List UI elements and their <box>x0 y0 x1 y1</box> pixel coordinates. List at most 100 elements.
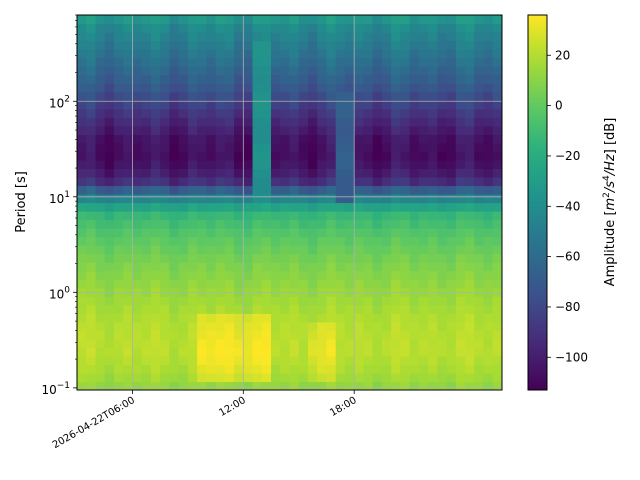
heatmap-cell <box>298 108 309 118</box>
heatmap-cell <box>206 91 217 101</box>
heatmap-cell <box>483 372 494 383</box>
heatmap-cell <box>234 355 244 366</box>
heatmap-cell <box>354 151 365 161</box>
heatmap-cell <box>132 91 143 101</box>
heatmap-cell <box>317 176 328 187</box>
heatmap-cell <box>224 134 235 144</box>
heatmap-cell <box>113 355 124 366</box>
heatmap-cell <box>261 117 272 127</box>
heatmap-cell <box>418 32 429 42</box>
heatmap-cell <box>391 57 401 67</box>
heatmap-cell <box>344 253 355 263</box>
heatmap-cell <box>409 364 420 374</box>
heatmap-cell <box>123 313 134 323</box>
heatmap-cell <box>224 142 235 152</box>
heatmap-cell <box>354 219 365 229</box>
heatmap-cell <box>178 321 189 331</box>
heatmap-cell <box>455 100 466 110</box>
heatmap-cell <box>354 313 365 323</box>
heatmap-cell <box>77 202 87 212</box>
heatmap-cell <box>252 83 263 93</box>
heatmap-cell <box>169 236 180 246</box>
heatmap-cell <box>455 176 466 187</box>
heatmap-cell <box>326 372 337 383</box>
heatmap-cell <box>178 83 189 93</box>
heatmap-cell <box>446 202 457 212</box>
heatmap-cell <box>391 66 401 76</box>
heatmap-cell <box>243 236 254 246</box>
heatmap-cell <box>206 211 217 221</box>
heatmap-cell <box>381 262 392 272</box>
heatmap-cell <box>418 108 429 118</box>
heatmap-cell <box>418 381 429 390</box>
heatmap-cell <box>261 347 272 357</box>
heatmap-cell <box>197 279 207 289</box>
heatmap-cell <box>234 228 244 238</box>
heatmap-cell <box>344 32 355 42</box>
heatmap-cell <box>150 91 161 101</box>
heatmap-cell <box>483 117 494 127</box>
heatmap-cell <box>150 168 161 178</box>
heatmap-cell <box>335 347 346 357</box>
heatmap-cell <box>132 304 143 314</box>
heatmap-cell <box>483 296 494 306</box>
heatmap-cell <box>381 32 392 42</box>
heatmap-cell <box>215 74 226 84</box>
heatmap-cell <box>289 304 300 314</box>
heatmap-cell <box>141 151 152 161</box>
heatmap-cell <box>465 108 475 118</box>
heatmap-cell <box>252 202 263 212</box>
heatmap-cell <box>307 125 318 135</box>
heatmap-cell <box>400 185 411 195</box>
heatmap-cell <box>492 142 502 152</box>
heatmap-cell <box>381 279 392 289</box>
heatmap-cell <box>298 296 309 306</box>
heatmap-cell <box>363 270 374 280</box>
heatmap-cell <box>317 381 328 390</box>
heatmap-cell <box>197 134 207 144</box>
heatmap-cell <box>178 245 189 255</box>
heatmap-cell <box>437 57 448 67</box>
heatmap-cell <box>86 23 97 33</box>
heatmap-cell <box>428 168 438 178</box>
heatmap-cell <box>317 245 328 255</box>
heatmap-cell <box>363 83 374 93</box>
heatmap-cell <box>400 108 411 118</box>
heatmap-cell <box>298 74 309 84</box>
heatmap-cell <box>113 270 124 280</box>
heatmap-cell <box>372 219 383 229</box>
heatmap-cell <box>178 296 189 306</box>
heatmap-cell <box>492 296 502 306</box>
heatmap-cell <box>104 211 115 221</box>
heatmap-cell <box>354 49 365 59</box>
heatmap-cell <box>132 23 143 33</box>
heatmap-cell <box>391 202 401 212</box>
heatmap-cell <box>437 151 448 161</box>
heatmap-cell <box>298 23 309 33</box>
heatmap-cell <box>243 193 254 204</box>
heatmap-cell <box>335 219 346 229</box>
heatmap-cell <box>206 40 217 50</box>
heatmap-cell <box>474 296 485 306</box>
heatmap-cell <box>123 66 134 76</box>
heatmap-cell <box>224 74 235 84</box>
heatmap-cell <box>465 176 475 187</box>
colorbar-tick-label: −60 <box>555 250 580 264</box>
heatmap-cell <box>381 193 392 204</box>
heatmap-cell <box>113 176 124 187</box>
heatmap-cell <box>465 364 475 374</box>
heatmap-cell <box>326 228 337 238</box>
heatmap-cell <box>280 40 291 50</box>
heatmap-cell <box>474 74 485 84</box>
heatmap-cell <box>465 330 475 340</box>
heatmap-cell <box>391 364 401 374</box>
heatmap-cell <box>252 117 263 127</box>
heatmap-cell <box>428 57 438 67</box>
heatmap-cell <box>400 236 411 246</box>
heatmap-cell <box>483 338 494 348</box>
heatmap-cell <box>465 321 475 331</box>
heatmap-cell <box>428 15 438 25</box>
heatmap-cell <box>455 202 466 212</box>
heatmap-cell <box>261 270 272 280</box>
heatmap-cell <box>86 262 97 272</box>
